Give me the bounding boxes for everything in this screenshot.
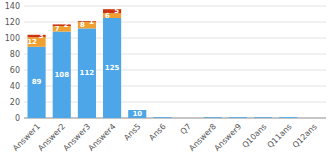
x-tick-label: Q7 <box>179 122 193 136</box>
y-tick-label: 120 <box>5 18 20 27</box>
axes: 020406080100120140Answer1Answer2Answer3A… <box>5 2 326 152</box>
bar-segment <box>279 117 297 118</box>
data-label: 6 <box>105 12 110 20</box>
bar-segment <box>279 117 297 118</box>
x-tick-label: Q10ans <box>240 122 268 150</box>
bar-segment <box>179 118 197 119</box>
data-label: 5 <box>114 7 119 15</box>
data-label: 12 <box>27 38 37 46</box>
x-tick-label: Q12ans <box>291 122 319 150</box>
bar-segment <box>153 117 171 118</box>
y-tick-label: 40 <box>10 82 20 91</box>
y-tick-label: 20 <box>10 98 20 107</box>
bar-segment <box>279 117 297 118</box>
data-label: 2 <box>64 21 69 29</box>
chart: 020406080100120140Answer1Answer2Answer3A… <box>0 0 332 152</box>
grid-line <box>24 22 326 23</box>
bar-segment <box>229 117 247 118</box>
bar-segment <box>28 47 46 118</box>
data-labels: 89 123 108 72 112 81 125 65 10 <box>27 7 142 118</box>
bar-segment <box>204 117 222 118</box>
y-tick-label: 0 <box>15 114 20 123</box>
y-tick-label: 60 <box>10 66 20 75</box>
grid-line <box>24 6 326 7</box>
bar-segment <box>229 117 247 118</box>
x-tick-label: Ans5 <box>122 122 142 142</box>
bar-segment <box>103 18 121 118</box>
bar-segment <box>128 110 146 118</box>
x-tick-label: Answer9 <box>212 122 243 152</box>
data-label: 108 <box>54 71 69 79</box>
data-label: 7 <box>55 25 60 33</box>
data-label: 89 <box>32 78 42 86</box>
bars <box>28 9 298 118</box>
bar-segment <box>179 118 197 119</box>
grid <box>24 6 326 118</box>
y-tick-label: 100 <box>5 34 20 43</box>
bar-segment <box>254 117 272 118</box>
bar-segment <box>254 117 272 118</box>
bar-segment <box>179 118 197 119</box>
bar-segment <box>153 117 171 118</box>
bar-segment <box>204 117 222 118</box>
data-label: 1 <box>89 18 94 26</box>
data-label: 8 <box>80 21 85 29</box>
x-tick-label: Ans6 <box>147 122 167 142</box>
bar-segment <box>254 117 272 118</box>
data-label: 10 <box>132 110 142 118</box>
bar-segment <box>304 118 322 119</box>
y-tick-label: 140 <box>5 2 20 11</box>
data-label: 112 <box>80 69 95 77</box>
data-label: 3 <box>39 32 44 40</box>
bar-segment <box>153 117 171 118</box>
bar-segment <box>304 118 322 119</box>
bar-segment <box>204 117 222 118</box>
x-tick-label: Answer4 <box>87 122 118 152</box>
x-tick-label: Q11ans <box>266 122 294 150</box>
bar-segment <box>53 32 71 118</box>
bar-segment <box>304 118 322 119</box>
bar-segment <box>78 28 96 118</box>
bar-segment <box>229 117 247 118</box>
data-label: 125 <box>105 64 120 72</box>
y-tick-label: 80 <box>10 50 20 59</box>
